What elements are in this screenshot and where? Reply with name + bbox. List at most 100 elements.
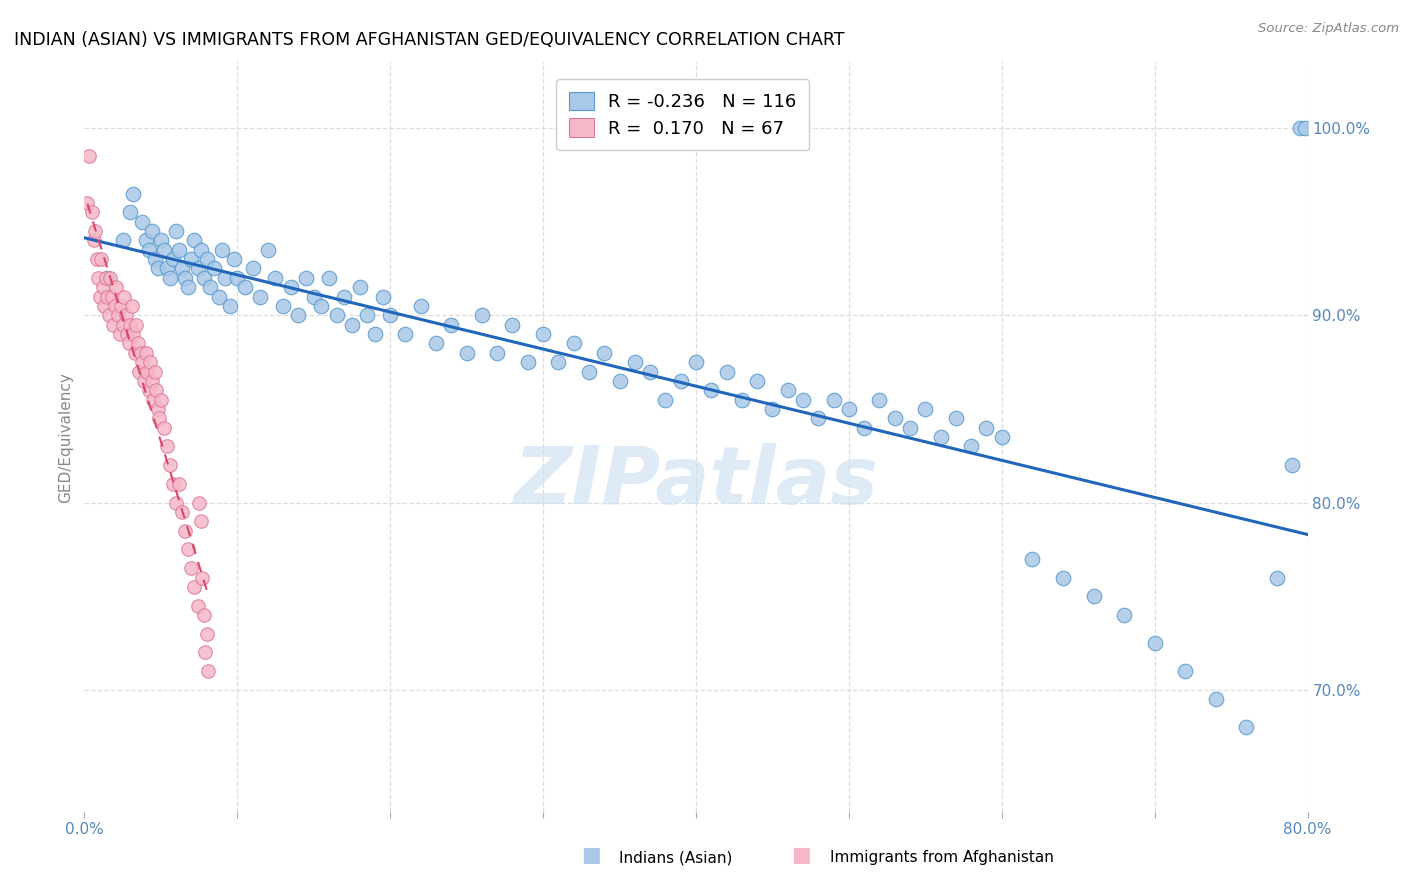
Point bbox=[162, 476, 184, 491]
Point bbox=[456, 346, 478, 360]
Point bbox=[141, 224, 163, 238]
Point bbox=[135, 346, 157, 360]
Point bbox=[156, 261, 179, 276]
Point bbox=[91, 280, 114, 294]
Point bbox=[96, 271, 118, 285]
Point bbox=[195, 627, 218, 641]
Point bbox=[180, 561, 202, 575]
Point bbox=[136, 365, 159, 379]
Point bbox=[685, 355, 707, 369]
Point bbox=[195, 252, 218, 266]
Point bbox=[807, 411, 830, 425]
Point bbox=[1236, 720, 1258, 734]
Point bbox=[131, 215, 153, 229]
Point bbox=[165, 224, 187, 238]
Point bbox=[128, 365, 150, 379]
Point bbox=[80, 205, 103, 219]
Point bbox=[180, 252, 202, 266]
Text: ■: ■ bbox=[581, 846, 600, 865]
Point bbox=[280, 280, 302, 294]
Point bbox=[502, 318, 524, 332]
Point bbox=[90, 252, 112, 266]
Point bbox=[122, 186, 145, 201]
Point bbox=[138, 243, 160, 257]
Point bbox=[991, 430, 1014, 444]
Point bbox=[233, 280, 256, 294]
Point bbox=[716, 365, 738, 379]
Point bbox=[172, 261, 194, 276]
Text: Indians (Asian): Indians (Asian) bbox=[619, 850, 733, 865]
Point bbox=[139, 355, 162, 369]
Point bbox=[148, 411, 170, 425]
Point bbox=[394, 327, 416, 342]
Point bbox=[364, 327, 387, 342]
Point bbox=[516, 355, 538, 369]
Point bbox=[249, 289, 271, 303]
Point bbox=[186, 599, 208, 613]
Point bbox=[156, 440, 179, 454]
Point bbox=[287, 308, 309, 322]
Point bbox=[194, 646, 217, 660]
Point bbox=[1114, 608, 1136, 623]
Point bbox=[202, 261, 225, 276]
Point bbox=[162, 252, 184, 266]
Point bbox=[1205, 692, 1227, 706]
Text: ZIPatlas: ZIPatlas bbox=[513, 443, 879, 521]
Point bbox=[105, 280, 128, 294]
Point bbox=[111, 233, 134, 247]
Point bbox=[98, 271, 121, 285]
Point bbox=[112, 289, 135, 303]
Point bbox=[440, 318, 463, 332]
Point bbox=[218, 299, 240, 313]
Point bbox=[325, 308, 347, 322]
Point bbox=[190, 514, 212, 528]
Point bbox=[609, 374, 631, 388]
Point bbox=[318, 271, 340, 285]
Point bbox=[167, 243, 190, 257]
Point bbox=[125, 318, 148, 332]
Text: Source: ZipAtlas.com: Source: ZipAtlas.com bbox=[1258, 22, 1399, 36]
Point bbox=[264, 271, 287, 285]
Point bbox=[96, 289, 118, 303]
Point bbox=[120, 318, 142, 332]
Point bbox=[898, 421, 921, 435]
Point bbox=[129, 346, 152, 360]
Legend: R = -0.236   N = 116, R =  0.170   N = 67: R = -0.236 N = 116, R = 0.170 N = 67 bbox=[555, 79, 810, 150]
Point bbox=[242, 261, 264, 276]
Point bbox=[700, 384, 723, 398]
Point bbox=[153, 421, 176, 435]
Point bbox=[159, 271, 181, 285]
Point bbox=[172, 505, 194, 519]
Point bbox=[93, 299, 115, 313]
Point bbox=[425, 336, 447, 351]
Point bbox=[731, 392, 754, 407]
Point bbox=[165, 496, 187, 510]
Point bbox=[97, 308, 120, 322]
Point bbox=[669, 374, 692, 388]
Point bbox=[127, 336, 149, 351]
Point bbox=[87, 271, 110, 285]
Point bbox=[638, 365, 661, 379]
Point bbox=[149, 392, 172, 407]
Point bbox=[531, 327, 554, 342]
Point bbox=[167, 476, 190, 491]
Point bbox=[761, 401, 783, 416]
Point bbox=[135, 233, 157, 247]
Point bbox=[120, 205, 142, 219]
Point bbox=[224, 252, 246, 266]
Point bbox=[226, 271, 249, 285]
Point bbox=[83, 233, 105, 247]
Point bbox=[177, 542, 200, 557]
Point bbox=[1281, 458, 1303, 473]
Point bbox=[191, 571, 214, 585]
Point bbox=[776, 384, 799, 398]
Point bbox=[208, 289, 231, 303]
Point bbox=[108, 327, 131, 342]
Point bbox=[593, 346, 616, 360]
Point bbox=[333, 289, 356, 303]
Point bbox=[115, 327, 138, 342]
Point bbox=[547, 355, 569, 369]
Point bbox=[356, 308, 378, 322]
Point bbox=[960, 440, 983, 454]
Point bbox=[869, 392, 891, 407]
